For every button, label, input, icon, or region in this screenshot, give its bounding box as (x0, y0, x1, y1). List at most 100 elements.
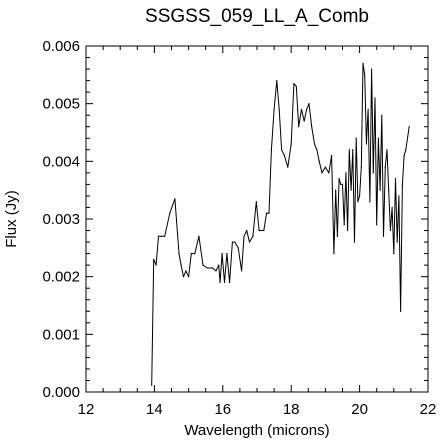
data-point (408, 126, 410, 128)
data-point (231, 241, 233, 243)
data-point (281, 149, 283, 151)
data-point (360, 166, 362, 168)
data-point (369, 201, 371, 203)
data-point (287, 166, 289, 168)
data-point (400, 310, 402, 312)
data-point (396, 241, 398, 243)
data-point (305, 108, 308, 111)
data-point (211, 267, 214, 269)
data-point (401, 183, 403, 185)
data-point (340, 183, 342, 185)
y-tick-label: 0.000 (42, 384, 80, 401)
data-point (151, 384, 153, 386)
data-point (255, 201, 257, 203)
x-tick-label: 14 (146, 401, 163, 418)
y-tick-label: 0.001 (42, 326, 80, 343)
data-point (190, 253, 192, 255)
data-point (188, 276, 190, 278)
data-point (336, 235, 338, 237)
data-point (313, 143, 316, 145)
data-point (198, 235, 200, 237)
data-point (352, 149, 354, 151)
series-line (151, 62, 410, 386)
data-point (362, 62, 364, 64)
data-point (157, 235, 160, 237)
x-tick-label: 12 (78, 401, 95, 418)
data-point (293, 82, 295, 85)
data-point (169, 212, 171, 214)
data-point (348, 149, 350, 151)
data-point (350, 189, 352, 191)
x-tick-label: 20 (351, 401, 368, 418)
data-point (357, 201, 359, 203)
data-point (237, 247, 239, 249)
data-point (182, 276, 185, 278)
data-point (394, 178, 397, 180)
data-point (160, 235, 162, 237)
data-point (321, 172, 323, 174)
data-point (243, 235, 245, 237)
data-point (234, 241, 236, 243)
data-point (374, 97, 376, 99)
data-point (388, 189, 390, 191)
data-point (330, 154, 333, 157)
data-point (260, 229, 262, 232)
data-point (365, 143, 368, 145)
x-tick-label: 22 (420, 401, 437, 418)
x-tick-label: 16 (214, 401, 231, 418)
data-point (246, 229, 248, 232)
data-point (335, 189, 337, 191)
data-point (379, 189, 381, 191)
data-point (278, 108, 280, 111)
data-point (194, 253, 196, 255)
data-point (223, 281, 226, 284)
data-point (219, 281, 221, 284)
data-point (155, 264, 157, 266)
data-point (226, 253, 228, 255)
data-point (295, 85, 297, 87)
data-point (389, 229, 391, 232)
data-point (405, 149, 407, 151)
data-point (263, 229, 265, 232)
data-point (298, 126, 300, 128)
data-point (393, 253, 395, 255)
data-point (382, 235, 385, 237)
plot-area: 12 14 16 18 20 22 0.000 0.001 0.002 0.003 0.004 0.0… (42, 38, 436, 418)
data-point (153, 258, 155, 260)
data-point (376, 224, 378, 226)
y-tick-label: 0.006 (42, 38, 80, 55)
data-point (215, 270, 217, 272)
data-point (386, 149, 388, 151)
data-point (308, 103, 310, 105)
data-point (364, 74, 366, 76)
x-tick-label: 18 (283, 401, 300, 418)
data-point (202, 264, 204, 266)
chart-title: SSGSS_059_LL_A_Comb (145, 6, 369, 27)
data-point (333, 253, 335, 255)
data-point (273, 108, 275, 111)
data-point (311, 126, 313, 128)
data-point (381, 114, 383, 116)
data-point (377, 137, 380, 139)
data-point (300, 108, 303, 111)
y-tick-label: 0.004 (42, 153, 80, 170)
data-point (268, 212, 270, 214)
data-point (248, 241, 251, 243)
data-point (367, 108, 369, 111)
data-point (359, 195, 361, 197)
data-point (341, 183, 344, 185)
data-point (180, 264, 182, 266)
data-point (347, 229, 349, 232)
data-point (164, 235, 166, 237)
data-point (221, 253, 223, 255)
data-point (343, 224, 345, 226)
y-tick-label: 0.002 (42, 269, 80, 286)
y-axis-label: Flux (Jy) (3, 190, 20, 248)
data-point (318, 160, 320, 162)
data-point (178, 253, 180, 255)
data-point (218, 264, 220, 266)
data-point (353, 241, 356, 243)
data-point (328, 172, 330, 174)
data-point (276, 80, 278, 82)
